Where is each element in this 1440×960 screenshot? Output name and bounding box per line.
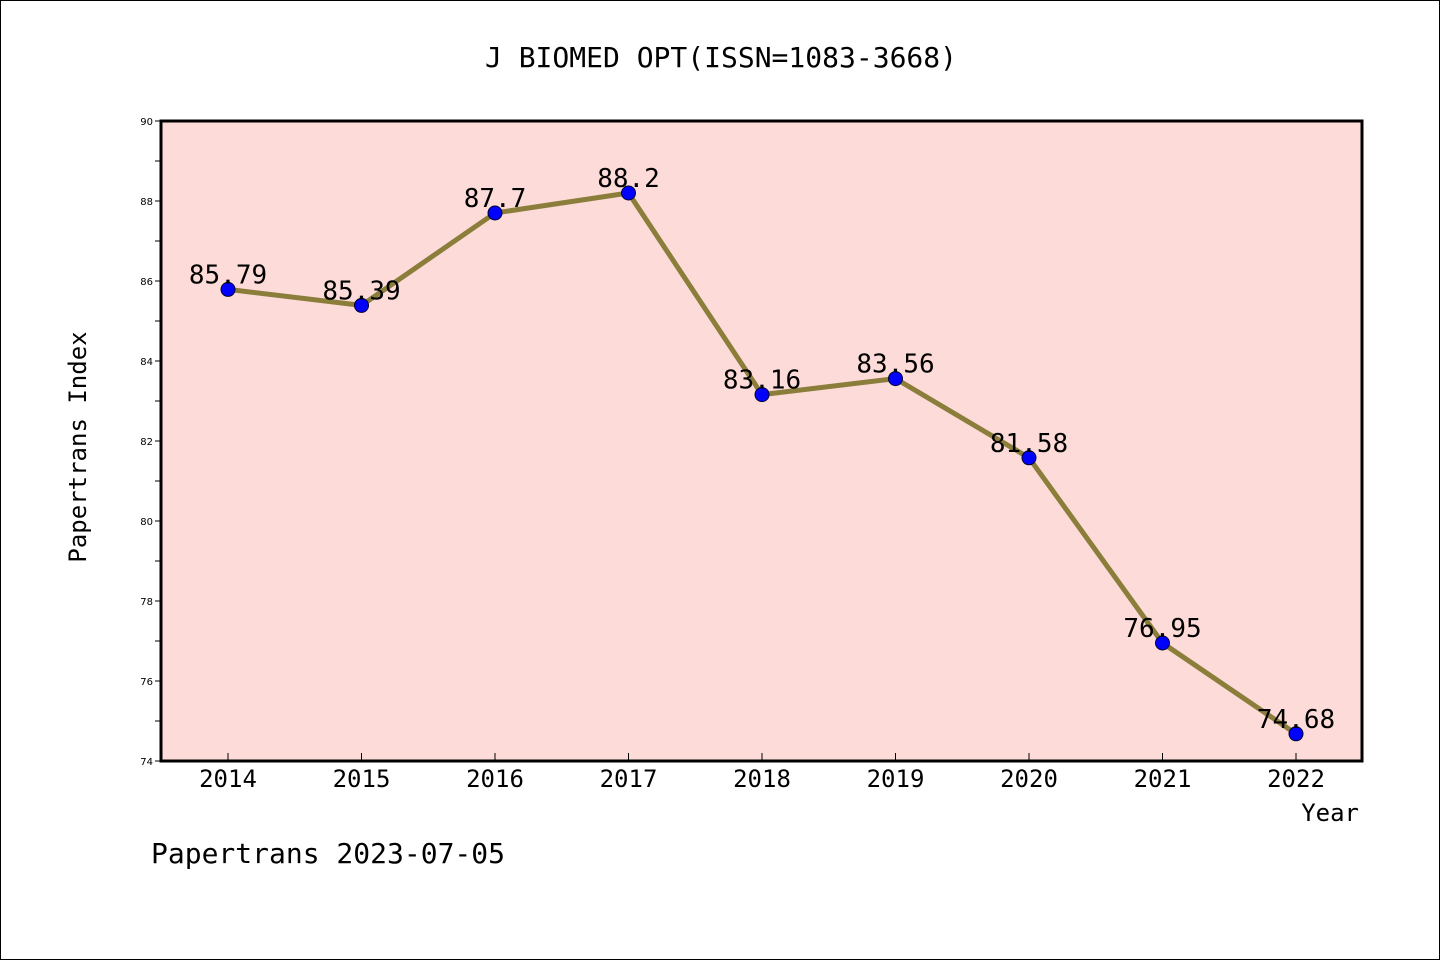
plot-area: [159, 119, 1364, 763]
data-point: [621, 185, 636, 201]
series-group: 85.79 85.39 87.7 88.2 83.16 83.56 81.58 76.95 74…: [189, 164, 1335, 742]
data-point: [487, 205, 503, 221]
y-tick-label: 82: [140, 437, 153, 448]
y-tick-label: 86: [140, 277, 153, 288]
data-label: 81.58: [990, 429, 1068, 459]
x-tick-label: 2022: [1267, 765, 1325, 793]
y-tick-label: 90: [140, 117, 153, 128]
data-point: [354, 297, 369, 313]
data-point: [220, 281, 236, 297]
x-tick-label: 2020: [1000, 765, 1058, 793]
y-tick-label: 88: [140, 197, 153, 208]
data-label: 85.79: [189, 260, 267, 290]
data-label: 85.39: [322, 276, 400, 306]
data-point: [1021, 450, 1037, 466]
x-axis-label: Year: [1301, 799, 1359, 827]
footer-date: Papertrans 2023-07-05: [151, 837, 505, 870]
data-label: 76.95: [1123, 614, 1201, 644]
data-point: [888, 371, 903, 387]
y-tick-label: 74: [140, 757, 153, 768]
x-tick-label: 2018: [733, 765, 791, 793]
x-tick-label: 2014: [199, 765, 257, 793]
data-point: [754, 387, 770, 403]
data-label: 74.68: [1257, 705, 1335, 735]
y-tick-label: 78: [140, 597, 153, 608]
y-tick-label: 84: [140, 357, 153, 368]
x-tick-label: 2015: [333, 765, 391, 793]
y-tick-label: 80: [140, 517, 153, 528]
data-point: [1288, 726, 1304, 742]
data-label: 83.56: [856, 350, 934, 380]
data-point: [1155, 635, 1170, 651]
y-axis-ticks: 74 76 78 80 82 84 86 88 90: [140, 117, 161, 768]
x-tick-label: 2017: [600, 765, 658, 793]
data-label: 88.2: [597, 164, 660, 194]
chart-title: J BIOMED OPT(ISSN=1083-3668): [485, 41, 957, 74]
y-axis-label: Papertrans Index: [64, 331, 92, 562]
y-tick-label: 76: [140, 677, 153, 688]
x-tick-label: 2016: [466, 765, 524, 793]
data-label: 87.7: [464, 184, 527, 214]
x-tick-label: 2021: [1134, 765, 1192, 793]
data-label: 83.16: [723, 366, 801, 396]
x-axis-ticks: 2014 2015 2016 2017 2018 2019 2020 2021 2022: [199, 753, 1325, 793]
x-tick-label: 2019: [867, 765, 925, 793]
